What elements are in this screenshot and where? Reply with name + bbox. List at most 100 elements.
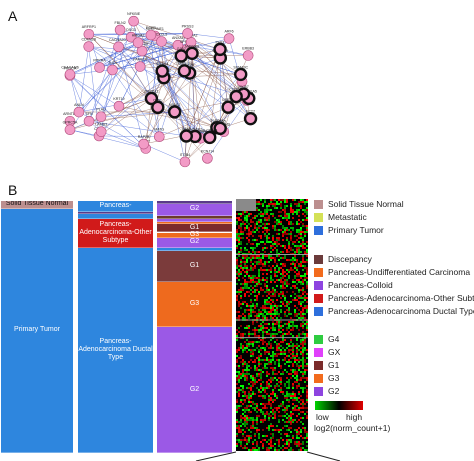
heatmap-cell bbox=[280, 273, 283, 276]
heatmap-cell bbox=[272, 297, 275, 300]
heatmap-cell bbox=[256, 231, 259, 234]
heatmap-cell bbox=[262, 241, 265, 244]
heatmap-cell bbox=[292, 241, 295, 244]
heatmap-cell bbox=[258, 411, 261, 414]
heatmap-cell bbox=[302, 369, 305, 372]
heatmap-cell bbox=[252, 423, 255, 426]
heatmap-cell bbox=[248, 301, 251, 304]
heatmap-cell bbox=[270, 263, 273, 266]
heatmap-cell bbox=[254, 435, 257, 438]
heatmap-cell bbox=[246, 225, 249, 228]
bar-segment: G2 bbox=[157, 203, 232, 217]
heatmap-cell bbox=[298, 383, 301, 386]
heatmap-cell bbox=[236, 373, 239, 376]
heatmap-cell bbox=[278, 261, 281, 264]
heatmap-cell bbox=[266, 373, 269, 376]
heatmap-cell bbox=[296, 347, 299, 350]
heatmap-cell bbox=[294, 407, 297, 410]
heatmap-cell bbox=[302, 255, 305, 258]
heatmap-cell bbox=[246, 437, 249, 440]
heatmap-cell bbox=[288, 411, 291, 414]
heatmap-cell bbox=[302, 371, 305, 374]
heatmap-cell bbox=[288, 441, 291, 444]
heatmap-cell bbox=[306, 345, 308, 348]
heatmap-cell bbox=[260, 347, 263, 350]
heatmap-cell bbox=[292, 199, 295, 202]
heatmap-cell bbox=[262, 387, 265, 390]
network-node-label: ERBB3 bbox=[242, 47, 254, 51]
heatmap-cell bbox=[240, 357, 243, 360]
heatmap-cell bbox=[236, 421, 239, 424]
heatmap-cell bbox=[276, 243, 279, 246]
heatmap-cell bbox=[290, 291, 293, 294]
heatmap-cell bbox=[286, 299, 289, 302]
heatmap-cell bbox=[242, 321, 245, 324]
heatmap-cell bbox=[276, 379, 279, 382]
heatmap-cell bbox=[268, 333, 271, 336]
heatmap-cell bbox=[254, 209, 257, 212]
heatmap-cell bbox=[304, 239, 307, 242]
heatmap-cell bbox=[298, 219, 301, 222]
heatmap-cell bbox=[282, 443, 285, 446]
heatmap-cell bbox=[266, 239, 269, 242]
heatmap-cell bbox=[266, 397, 269, 400]
heatmap-cell bbox=[274, 243, 277, 246]
heatmap-cell bbox=[248, 355, 251, 358]
heatmap-cell bbox=[264, 443, 267, 446]
heatmap-cell bbox=[236, 209, 239, 212]
heatmap-cell bbox=[258, 415, 261, 418]
heatmap-cell bbox=[270, 301, 273, 304]
heatmap-cell bbox=[280, 411, 283, 414]
heatmap-cell bbox=[236, 323, 239, 326]
heatmap-cell bbox=[276, 409, 279, 412]
heatmap-cell bbox=[240, 287, 243, 290]
heatmap-cell bbox=[250, 399, 253, 402]
heatmap-cell bbox=[294, 215, 297, 218]
heatmap-cell bbox=[286, 203, 289, 206]
heatmap-cell bbox=[248, 271, 251, 274]
heatmap-cell bbox=[302, 239, 305, 242]
heatmap-cell bbox=[276, 303, 279, 306]
heatmap-cell bbox=[240, 325, 243, 328]
heatmap-cell bbox=[302, 317, 305, 320]
heatmap-cell bbox=[306, 307, 308, 310]
heatmap-cell bbox=[290, 371, 293, 374]
heatmap-cell bbox=[252, 265, 255, 268]
heatmap-cell bbox=[292, 249, 295, 252]
network-edge bbox=[118, 72, 190, 107]
heatmap-cell bbox=[238, 271, 241, 274]
heatmap-cell bbox=[248, 339, 251, 342]
heatmap-cell bbox=[248, 237, 251, 240]
heatmap-cell bbox=[270, 257, 273, 260]
heatmap-cell bbox=[286, 375, 289, 378]
heatmap-cell bbox=[236, 389, 239, 392]
heatmap-cell bbox=[246, 305, 249, 308]
heatmap-cell bbox=[272, 221, 275, 224]
heatmap-cell bbox=[288, 415, 291, 418]
heatmap-cell bbox=[296, 245, 299, 248]
heatmap-cell bbox=[300, 373, 303, 376]
heatmap-cell bbox=[242, 431, 245, 434]
heatmap-cell bbox=[266, 405, 269, 408]
heatmap-cell bbox=[260, 315, 263, 318]
heatmap-cell bbox=[276, 199, 279, 202]
heatmap-cell bbox=[288, 413, 291, 416]
heatmap-cell bbox=[304, 431, 307, 434]
heatmap-cell bbox=[244, 367, 247, 370]
heatmap-cell bbox=[278, 311, 281, 314]
heatmap-cell bbox=[254, 439, 257, 442]
heatmap-cell bbox=[268, 281, 271, 284]
heatmap-cell bbox=[304, 347, 307, 350]
heatmap-cell bbox=[298, 325, 301, 328]
heatmap-cell bbox=[276, 283, 279, 286]
heatmap-cell bbox=[260, 289, 263, 292]
heatmap-cell bbox=[244, 317, 247, 320]
heatmap-cell bbox=[284, 411, 287, 414]
heatmap-cell bbox=[248, 293, 251, 296]
heatmap-cell bbox=[306, 305, 308, 308]
heatmap-cell bbox=[266, 389, 269, 392]
heatmap-cell bbox=[240, 303, 243, 306]
heatmap-cell bbox=[262, 367, 265, 370]
heatmap-cell bbox=[238, 409, 241, 412]
heatmap-cell bbox=[274, 411, 277, 414]
